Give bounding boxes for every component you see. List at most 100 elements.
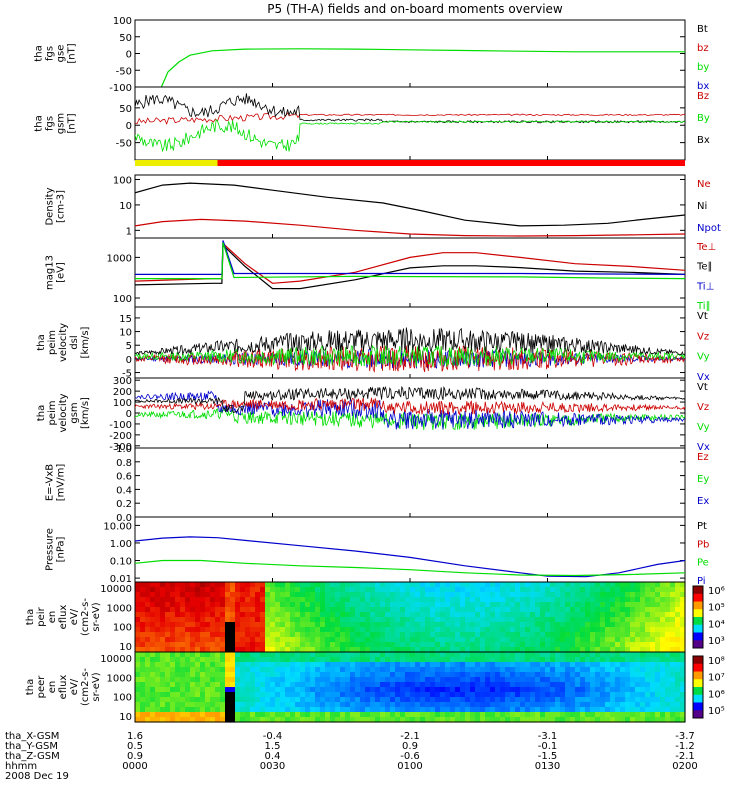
xaxis-value-4-2: -2.1 [675,751,695,762]
fgs-gse-full-legend-3: bx [697,81,709,92]
efield-ytick-label-4: 0.2 [116,499,132,510]
temperature-legend-2: Ti⊥ [696,281,714,292]
peir-spectrogram-ylabel-2: en [47,611,58,624]
peir-spectrogram-colorbar-band-5 [693,624,703,633]
temperature-legend-3: Ti∥ [696,301,711,312]
peir-spectrogram-ylabel-3: eflux [58,605,69,630]
peim-velocity-dsl-ylabel-0: tha [36,334,47,350]
peim-velocity-gsm-ytick-label-5: -200 [109,431,132,442]
fgs-gse-full-ytick-label-0: 100 [113,16,132,27]
xaxis-value-0-0: 1.6 [127,731,143,742]
peir-spectrogram-colorbar-band-3 [693,609,703,618]
peir-spectrogram-colorbar-label-0: 10⁶ [708,586,725,597]
peer-spectrogram-colorbar-label-0: 10⁸ [708,656,725,667]
peir-spectrogram-ylabel-5: (cm2-s- [80,598,91,636]
pressure-ytick-label-3: 0.01 [110,574,132,585]
xaxis-value-4-3: 0200 [672,761,697,772]
fgs-gse-full-series-by [160,48,685,87]
pressure-ytick-label-1: 1.00 [110,539,132,550]
fgs-gse-full-ylabel-3: [nT] [67,43,78,63]
peer-spectrogram-ylabel-0: tha [25,679,36,695]
efield-legend-0: Ez [697,452,709,463]
peim-velocity-gsm-ytick-label-4: -100 [109,420,132,431]
xaxis-value-1-1: 1.5 [265,741,281,752]
peim-velocity-gsm-ylabel-4: [km/s] [80,397,91,429]
temperature-frame [134,237,686,308]
fgs-gse-full-legend-1: bz [697,43,709,54]
fgs-gsm-zoom-ylabel-2: gsm [56,113,67,134]
peer-spectrogram-ylabel-6: sr-eV) [91,672,102,701]
fgs-gse-full-ylabel-2: gse [56,45,67,63]
peim-velocity-gsm-ytick-label-2: 100 [113,398,132,409]
peir-spectrogram-ylabel-0: tha [25,609,36,625]
peer-spectrogram-colorbar-band-7 [693,710,703,719]
xaxis-value-4-0: -3.7 [675,731,695,742]
peim-velocity-dsl-series-Vt [135,327,685,356]
xaxis-value-1-2: 0.4 [265,751,281,762]
pressure-legend-1: Pb [697,539,709,550]
peim-velocity-dsl-legend-3: Vx [697,372,710,383]
peer-spectrogram-ytick-label-0: 10000 [100,654,132,665]
peer-spectrogram-colorbar-band-2 [693,671,703,680]
peir-spectrogram-colorbar-label-3: 10³ [708,636,725,647]
peer-spectrogram-colorbar-label-2: 10⁶ [708,689,725,700]
temperature-ylabel-1: [eV] [56,262,67,283]
fgs-gsm-zoom-ylabel-1: fgs [45,116,56,131]
peer-spectrogram-ylabel-4: eV/ [69,678,80,695]
peim-velocity-gsm-ytick-label-0: 300 [113,376,132,387]
fgs-gse-full-legend-2: by [697,62,709,73]
peim-velocity-dsl-ylabel-2: velocity [58,323,69,362]
xaxis-value-3-1: -0.1 [538,741,558,752]
density-ytick-label-0: 100 [113,175,132,186]
density-legend-2: Npot [697,223,721,234]
xaxis-row-label-0: tha_X-GSM [5,731,59,742]
peim-velocity-gsm-ylabel-0: tha [36,405,47,421]
density-series-Ne [135,218,685,237]
fgs-gsm-zoom-ylabel-3: [nT] [67,113,78,133]
fgs-gsm-zoom-series-By [135,119,685,153]
peim-velocity-gsm-legend-3: Vx [697,442,710,453]
peir-spectrogram-colorbar-band-1 [693,593,703,602]
peim-velocity-gsm-ytick-label-6: -300 [109,442,132,453]
xaxis-value-3-2: -1.5 [538,751,558,762]
efield-frame [134,447,686,518]
pressure-frame [134,516,686,583]
peim-velocity-gsm-ylabel-2: velocity [58,393,69,432]
peer-spectrogram-ytick-label-3: 10 [119,712,132,723]
peer-spectrogram-colorbar-band-3 [693,679,703,688]
peir-spectrogram-colorbar-label-2: 10⁴ [708,619,725,630]
peim-velocity-dsl-ylabel-4: [km/s] [80,326,91,358]
density-ytick-label-1: 10 [119,201,132,212]
peim-velocity-dsl-series-Vy [135,344,685,367]
peir-spectrogram-colorbar-band-6 [693,632,703,641]
plot-title: P5 (TH-A) fields and on-board moments ov… [267,2,563,16]
peim-velocity-gsm-ytick-label-1: 200 [113,387,132,398]
fgs-gsm-zoom-ytick-label-2: -50 [116,139,132,150]
efield-ylabel-0: E=-VxB [45,464,56,501]
temperature-series-Te∥ [135,243,685,290]
efield-ytick-label-5: 0.0 [116,513,132,524]
density-ylabel-0: Density [45,187,56,225]
xaxis-value-1-3: 0030 [260,761,285,772]
xaxis-value-1-0: -0.4 [263,731,283,742]
peir-spectrogram-ytick-label-2: 100 [113,623,132,634]
peim-velocity-gsm-ylabel-1: peim [47,400,58,425]
peim-velocity-dsl-ylabel-1: peim [47,330,58,355]
fgs-gsm-zoom-frame [134,86,686,161]
xaxis-value-3-0: -3.1 [538,731,558,742]
peir-spectrogram-ylabel-4: eV/ [69,608,80,625]
pressure-ytick-label-0: 10.00 [103,521,132,532]
peim-velocity-dsl-ytick-label-4: -5 [122,369,132,380]
peim-velocity-gsm-ytick-label-3: 0 [126,409,132,420]
peer-spectrogram-colorbar-band-1 [693,663,703,672]
peim-velocity-gsm-ylabel-3: gsm [69,402,80,423]
peer-spectrogram-border [134,651,686,723]
xaxis-row-label-3: hhmm [5,761,37,772]
xaxis-value-2-0: -2.1 [400,731,420,742]
xaxis-value-2-1: 0.9 [402,741,418,752]
fgs-gse-full-legend-0: Bt [697,24,708,35]
fgs-gse-full-frame [134,19,686,88]
peir-spectrogram-colorbar-band-2 [693,601,703,610]
peim-velocity-dsl-legend-2: Vy [697,352,710,363]
efield-legend-1: Ey [697,474,709,485]
